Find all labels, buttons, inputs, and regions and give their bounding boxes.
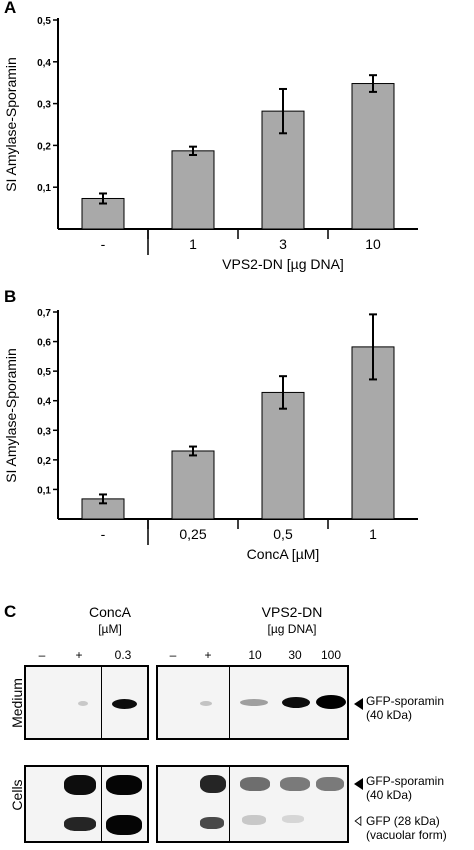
band xyxy=(240,699,268,706)
band xyxy=(78,701,88,706)
blot-medium-vps xyxy=(156,665,349,740)
y-tick-label: 0,7 xyxy=(37,308,51,319)
y-axis-label: SI Amylase-Sporamin xyxy=(3,348,19,483)
band-label-medium: GFP-sporamin (40 kDa) xyxy=(366,694,444,722)
x-tick-label: 1 xyxy=(189,236,197,252)
kda40-label: (40 kDa) xyxy=(366,708,413,722)
band xyxy=(316,695,346,709)
lane-divider xyxy=(229,767,230,841)
y-tick-label: 0,3 xyxy=(37,100,51,111)
band xyxy=(106,775,142,795)
panel-letter-b: B xyxy=(4,287,17,306)
lane-label: 30 xyxy=(288,648,302,662)
vacuolar-label: (vacuolar form) xyxy=(366,828,447,842)
band xyxy=(200,701,212,706)
lane-divider xyxy=(101,767,102,841)
row-label-cells: Cells xyxy=(9,779,25,811)
lane-label: + xyxy=(204,648,212,662)
lane-label: 0.3 xyxy=(114,648,132,662)
vps-label: VPS2-DN xyxy=(261,604,323,620)
y-tick-label: 0,4 xyxy=(37,58,51,69)
x-tick-label: 0,25 xyxy=(179,526,206,542)
band xyxy=(64,775,96,795)
band xyxy=(316,777,344,791)
bar xyxy=(351,83,395,230)
x-tick-label: - xyxy=(101,236,106,252)
filled-arrow-icon xyxy=(354,698,363,710)
band xyxy=(240,777,270,791)
x-tick-label: 0,5 xyxy=(273,526,293,542)
band xyxy=(200,775,226,793)
lane-label: – xyxy=(169,648,177,662)
lane-label: – xyxy=(38,648,46,662)
y-tick-label: 0,2 xyxy=(37,141,51,152)
y-tick-label: 0,6 xyxy=(37,338,51,349)
band xyxy=(106,815,142,835)
x-tick-label: 3 xyxy=(279,236,287,252)
gfp-sporamin-label: GFP-sporamin xyxy=(366,694,445,708)
conca-unit: [µM] xyxy=(98,622,122,636)
bar xyxy=(171,450,215,520)
x-tick-label: 1 xyxy=(369,526,377,542)
y-tick-label: 0,3 xyxy=(37,426,51,437)
y-tick-label: 0,2 xyxy=(37,456,51,467)
band xyxy=(282,697,310,708)
gfp-sporamin-label: GFP-sporamin xyxy=(366,774,445,788)
band xyxy=(64,817,96,831)
chart-b: 0,1 0,2 0,3 0,4 0,5 0,6 0,7 SI Amylase-Sporamin… xyxy=(3,308,418,562)
open-arrow-icon xyxy=(354,816,362,826)
x-tick-label: 10 xyxy=(365,236,381,252)
filled-arrow-icon xyxy=(354,778,363,790)
x-axis-label: VPS2-DN [µg DNA] xyxy=(222,256,344,272)
vps-unit: [µg DNA] xyxy=(267,622,317,636)
y-tick-label: 0,5 xyxy=(37,16,51,27)
y-tick-label: 0,1 xyxy=(37,183,51,194)
y-tick-label: 0,1 xyxy=(37,485,51,496)
y-axis-label: SI Amylase-Sporamin xyxy=(3,57,19,192)
band xyxy=(112,699,137,709)
lane-label: + xyxy=(75,648,83,662)
lane-label: 10 xyxy=(248,648,262,662)
chart-a: 0,1 0,2 0,3 0,4 0,5 SI Amylase-Sporamin - 1 3 10 V… xyxy=(3,16,418,272)
lane-divider xyxy=(101,667,102,738)
x-tick-label: - xyxy=(101,526,106,542)
x-axis-label: ConcA [µM] xyxy=(247,546,320,562)
lane-divider xyxy=(229,667,230,738)
band-label-cells: GFP-sporamin (40 kDa) xyxy=(366,774,444,802)
bar xyxy=(261,391,305,520)
blot-medium-conca xyxy=(24,665,149,740)
panel-letter-a: A xyxy=(4,0,17,17)
band xyxy=(242,815,266,825)
conca-label: ConcA xyxy=(88,604,132,620)
lane-label: 100 xyxy=(320,648,342,662)
kda40-label: (40 kDa) xyxy=(366,788,413,802)
band xyxy=(282,815,304,823)
band-label-gfp: GFP (28 kDa) (vacuolar form) xyxy=(366,814,447,842)
band xyxy=(280,777,310,791)
blot-cells-conca xyxy=(24,765,149,843)
band xyxy=(200,817,224,829)
bar xyxy=(171,150,215,230)
row-label-medium: Medium xyxy=(9,678,25,728)
y-tick-label: 0,4 xyxy=(37,397,51,408)
y-tick-label: 0,5 xyxy=(37,367,51,378)
gfp28-label: GFP (28 kDa) xyxy=(366,814,440,828)
panel-letter-c: C xyxy=(4,602,17,621)
blot-cells-vps xyxy=(156,765,349,843)
